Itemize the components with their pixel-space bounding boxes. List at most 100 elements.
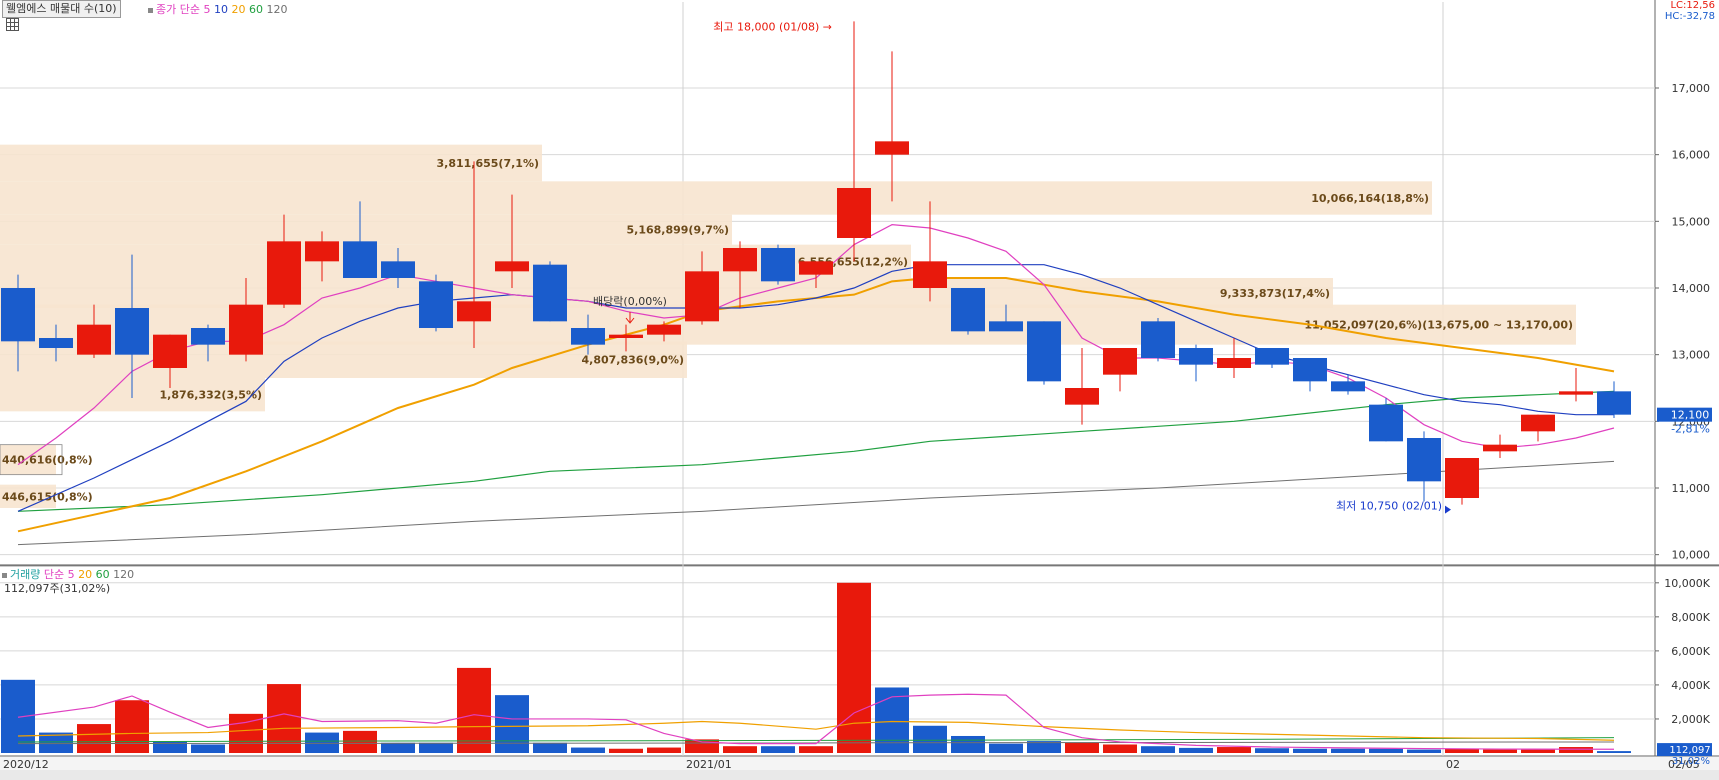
- volume-profile-label: 3,811,655(7,1%): [437, 157, 540, 170]
- candle-body: [1103, 348, 1137, 375]
- candle-body: [1027, 321, 1061, 382]
- volume-profile-label: 9,333,873(17,4%): [1220, 287, 1330, 300]
- candle-body: [343, 241, 377, 278]
- volume-profile-band: [0, 214, 732, 245]
- volume-profile-band: [0, 341, 687, 378]
- volume-bar: [1483, 749, 1517, 753]
- price-tick-label: 10,000: [1672, 549, 1711, 562]
- volume-profile-band: [0, 444, 56, 475]
- volume-title: 거래량: [10, 568, 41, 581]
- last-price-tag: [1657, 407, 1712, 422]
- legend-ma10: 10: [213, 3, 228, 16]
- volume-profile-label: 10,066,164(18,8%): [1311, 192, 1429, 205]
- grid-icon[interactable]: [6, 18, 19, 31]
- vol-legend-ma5: 5: [67, 568, 75, 581]
- volume-ma5-line: [17, 693, 1615, 750]
- candle-body: [1483, 444, 1517, 452]
- volume-bar: [1141, 746, 1175, 753]
- price-tick-label: 11,000: [1672, 482, 1711, 495]
- volume-bar: [1407, 749, 1441, 753]
- volume-bar: [381, 742, 415, 753]
- event-arrow-icon: [625, 312, 635, 324]
- volume-bar: [343, 730, 377, 753]
- ma10-line: [17, 264, 1614, 512]
- volume-bar: [1103, 744, 1137, 753]
- volume-bar: [77, 724, 111, 753]
- volume-bar: [913, 725, 947, 753]
- candle-body: [1559, 391, 1593, 395]
- volume-ma60-line: [17, 737, 1615, 743]
- candle-body: [685, 271, 719, 322]
- vol-legend-ma20: 20: [78, 568, 93, 581]
- volume-bar: [837, 582, 871, 753]
- candle-body: [1141, 321, 1175, 358]
- volume-tick-label: 8,000K: [1671, 611, 1710, 624]
- candle-body: [305, 241, 339, 262]
- volume-profile-band: [0, 484, 56, 508]
- volume-profile-band: [0, 144, 542, 182]
- candle-body: [1445, 458, 1479, 498]
- volume-bar: [267, 684, 301, 753]
- price-tick-label: 14,000: [1672, 282, 1711, 295]
- candle-body: [723, 248, 757, 272]
- volume-bar: [1217, 747, 1251, 753]
- candle-body: [1065, 388, 1099, 405]
- x-axis-label: 02/05: [1668, 758, 1700, 771]
- volume-bar: [609, 748, 643, 753]
- price-tick-label: 13,000: [1672, 349, 1711, 362]
- volume-bar: [1027, 741, 1061, 753]
- candle-body: [457, 301, 491, 322]
- scrollbar-track[interactable]: [0, 770, 1719, 780]
- volume-bar: [115, 700, 149, 753]
- candle-body: [1331, 381, 1365, 392]
- price-tick-label: 17,000: [1672, 82, 1711, 95]
- volume-ma120-line: [17, 741, 1615, 745]
- last-volume-tag: [1657, 743, 1712, 757]
- candle-body: [1, 288, 35, 342]
- vol-legend-ma120: 120: [113, 568, 135, 581]
- candle-body: [799, 261, 833, 275]
- candle-body: [1217, 358, 1251, 368]
- last-price-change: -2,81%: [1671, 423, 1710, 436]
- volume-bar: [1445, 748, 1479, 753]
- volume-tick-label: 6,000K: [1671, 645, 1710, 658]
- volume-bar: [1179, 747, 1213, 753]
- volume-bar: [1, 679, 35, 753]
- candle-body: [267, 241, 301, 305]
- ticker-selector[interactable]: 웰엠에스 매물대 수(10): [2, 0, 121, 18]
- price-tick-label: 16,000: [1672, 149, 1711, 162]
- volume-bar: [419, 742, 453, 753]
- volume-bar: [1255, 748, 1289, 753]
- legend-ma60: 60: [248, 3, 263, 16]
- volume-tick-label: 10,000K: [1664, 577, 1710, 590]
- lc-readout: LC:12,56: [1670, 0, 1715, 11]
- event-annotation: 배당락(0,00%): [593, 295, 667, 308]
- volume-profile-label: 11,052,097(20,6%)(13,675,00 ~ 13,170,00): [1304, 319, 1573, 332]
- volume-profile-band: [0, 278, 1333, 308]
- volume-current: 112,097주(31,02%): [4, 582, 111, 595]
- volume-bar: [1331, 748, 1365, 753]
- candle-body: [875, 141, 909, 155]
- volume-profile-label: 1,876,332(3,5%): [160, 389, 263, 402]
- candle-body: [989, 321, 1023, 332]
- candle-body: [77, 324, 111, 355]
- volume-ma-label: 단순: [43, 568, 65, 581]
- price-tick-label: 15,000: [1672, 215, 1711, 228]
- volume-bar: [457, 667, 491, 753]
- candle-body: [191, 328, 225, 345]
- volume-bar: [875, 687, 909, 753]
- volume-bar: [989, 743, 1023, 753]
- volume-profile-label: 5,168,899(9,7%): [627, 224, 730, 237]
- candle-body: [571, 328, 605, 345]
- candle-body: [1255, 348, 1289, 365]
- candle-body: [153, 334, 187, 368]
- volume-profile-band: [0, 244, 911, 278]
- ticker-label: 웰엠에스 매물대 수(10): [6, 2, 117, 15]
- volume-bar: [761, 746, 795, 753]
- volume-tick-label: 2,000K: [1671, 713, 1710, 726]
- low-arrow-icon: [1445, 505, 1451, 514]
- candle-body: [1369, 404, 1403, 442]
- hc-readout: HC:-32,78: [1664, 11, 1715, 22]
- candle-body: [1407, 438, 1441, 482]
